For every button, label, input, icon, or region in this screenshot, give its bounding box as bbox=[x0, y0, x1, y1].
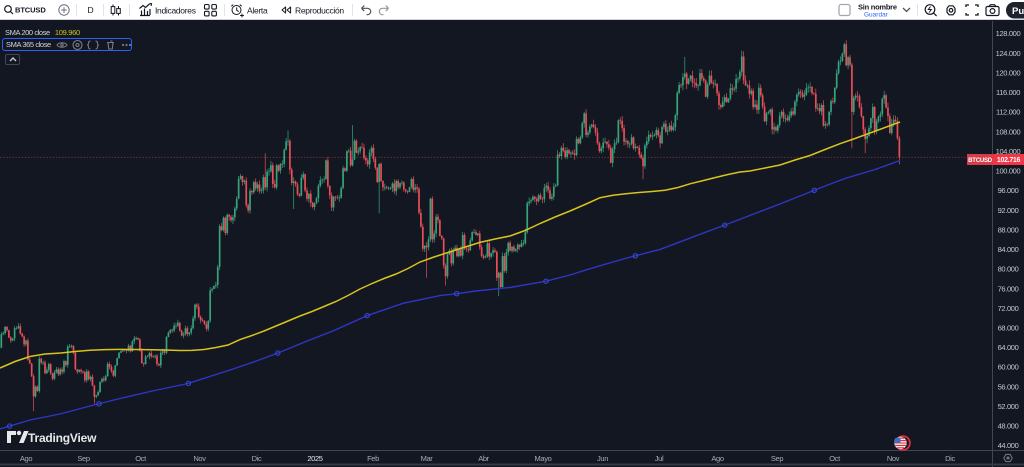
svg-text:92.000: 92.000 bbox=[998, 206, 1019, 215]
svg-text:96.000: 96.000 bbox=[998, 186, 1019, 195]
svg-text:Nov: Nov bbox=[193, 454, 206, 463]
svg-text:Reproducción: Reproducción bbox=[295, 6, 344, 16]
svg-text:120.000: 120.000 bbox=[996, 68, 1021, 77]
svg-text:124.000: 124.000 bbox=[996, 49, 1021, 58]
svg-text:112.000: 112.000 bbox=[996, 108, 1020, 117]
svg-text:Feb: Feb bbox=[367, 454, 379, 463]
svg-text:88.000: 88.000 bbox=[998, 225, 1019, 234]
svg-text:104.000: 104.000 bbox=[996, 147, 1021, 156]
svg-text:48.000: 48.000 bbox=[998, 422, 1019, 431]
svg-text:108.000: 108.000 bbox=[996, 127, 1021, 136]
svg-text:Nov: Nov bbox=[887, 454, 900, 463]
svg-text:Abr: Abr bbox=[478, 454, 489, 463]
svg-text:128.000: 128.000 bbox=[996, 29, 1021, 38]
svg-text:Oct: Oct bbox=[135, 454, 147, 463]
svg-text:72.000: 72.000 bbox=[998, 304, 1019, 313]
svg-text:Indicadores: Indicadores bbox=[155, 6, 196, 16]
svg-text:Sin nombre: Sin nombre bbox=[858, 3, 897, 12]
svg-text:Dic: Dic bbox=[252, 454, 262, 463]
svg-text:Jul: Jul bbox=[655, 454, 664, 463]
svg-text:Sep: Sep bbox=[771, 454, 783, 463]
svg-text:Mar: Mar bbox=[421, 454, 434, 463]
svg-text:TradingView: TradingView bbox=[28, 431, 97, 445]
svg-text:84.000: 84.000 bbox=[998, 245, 1019, 254]
svg-text:Mayo: Mayo bbox=[535, 454, 552, 463]
svg-text:Dic: Dic bbox=[945, 454, 955, 463]
svg-text:52.000: 52.000 bbox=[998, 402, 1019, 411]
svg-text:76.000: 76.000 bbox=[998, 284, 1019, 293]
svg-text:BTCUSD: BTCUSD bbox=[968, 158, 993, 164]
svg-text:102.716: 102.716 bbox=[997, 157, 1021, 164]
svg-text:60.000: 60.000 bbox=[998, 363, 1019, 372]
svg-text:Sep: Sep bbox=[77, 454, 89, 463]
svg-text:44.000: 44.000 bbox=[998, 441, 1019, 450]
svg-text:Pu: Pu bbox=[1012, 6, 1024, 17]
svg-text:68.000: 68.000 bbox=[998, 324, 1019, 333]
svg-text:Ago: Ago bbox=[20, 454, 32, 463]
svg-text:56.000: 56.000 bbox=[998, 382, 1019, 391]
svg-text:D: D bbox=[88, 5, 94, 15]
svg-text:2025: 2025 bbox=[307, 454, 322, 463]
svg-text:BTCUSD: BTCUSD bbox=[15, 6, 46, 15]
svg-text:Jun: Jun bbox=[597, 454, 608, 463]
svg-text:100.000: 100.000 bbox=[996, 167, 1021, 176]
svg-text:64.000: 64.000 bbox=[998, 343, 1019, 352]
svg-text:Alerta: Alerta bbox=[247, 6, 268, 16]
svg-text:80.000: 80.000 bbox=[998, 265, 1019, 274]
svg-text:Guardar: Guardar bbox=[864, 12, 889, 19]
svg-text:Oct: Oct bbox=[829, 454, 841, 463]
svg-text:Ago: Ago bbox=[711, 454, 723, 463]
svg-text:116.000: 116.000 bbox=[996, 88, 1020, 97]
